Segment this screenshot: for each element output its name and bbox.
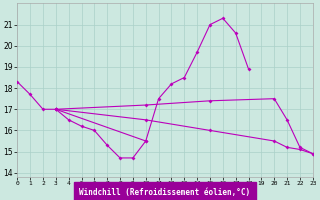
X-axis label: Windchill (Refroidissement éolien,°C): Windchill (Refroidissement éolien,°C) bbox=[79, 188, 251, 197]
